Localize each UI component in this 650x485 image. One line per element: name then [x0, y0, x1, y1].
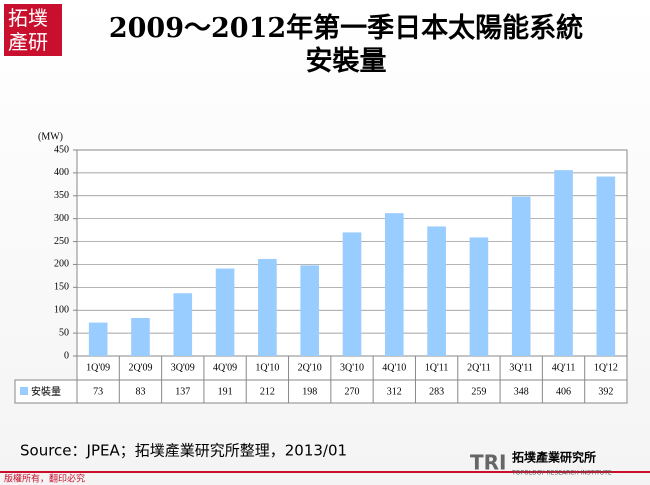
bar — [173, 293, 193, 356]
bar — [554, 170, 573, 356]
table-legend-cell — [14, 379, 78, 404]
footer-name: 拓墣產業研究所 — [512, 450, 596, 465]
x-tick-label: 1Q'11 — [425, 362, 449, 373]
x-tick-label: 2Q'09 — [128, 362, 152, 373]
y-tick-label: 300 — [54, 213, 69, 224]
table-value: 137 — [175, 386, 190, 397]
bar — [88, 322, 108, 356]
x-tick-label: 2Q'11 — [467, 362, 491, 373]
table-value: 259 — [471, 386, 486, 397]
bar — [385, 213, 404, 356]
table-value: 270 — [345, 386, 360, 397]
bar — [511, 196, 531, 356]
table-value: 198 — [302, 386, 317, 397]
table-value: 348 — [514, 386, 529, 397]
logo: 拓墣產研 — [4, 4, 62, 56]
source: Source：JPEA；拓墣產業研究所整理，2013/01 — [20, 442, 347, 460]
y-tick-label: 450 — [54, 144, 69, 155]
bar — [342, 232, 362, 356]
table-value: 392 — [598, 386, 613, 397]
table-value: 73 — [93, 386, 103, 397]
table-value: 212 — [260, 386, 275, 397]
bar — [258, 258, 277, 356]
table-value: 83 — [135, 386, 145, 397]
x-tick-label: 1Q'09 — [86, 362, 110, 373]
x-tick-label: 1Q'10 — [255, 362, 279, 373]
y-tick-label: 200 — [54, 259, 69, 270]
y-tick-label: 350 — [54, 190, 69, 201]
legend-label: 安裝量 — [31, 385, 61, 398]
x-tick-label: 1Q'12 — [594, 362, 618, 373]
y-tick-label: 100 — [54, 305, 69, 316]
y-tick-label: 400 — [54, 167, 69, 178]
bar — [469, 237, 489, 356]
bar — [596, 176, 616, 356]
x-tick-label: 3Q'11 — [509, 362, 533, 373]
footer-subtitle: TOPOLOGY RESEARCH INSTITUTE — [511, 470, 612, 477]
y-tick-label: 50 — [59, 327, 69, 338]
x-tick-label: 4Q'11 — [552, 362, 576, 373]
x-tick-label: 4Q'09 — [213, 362, 237, 373]
copyright: 版權所有，翻印必究 — [4, 473, 85, 485]
x-tick-label: 2Q'10 — [298, 362, 322, 373]
table-value: 312 — [387, 386, 402, 397]
x-tick-label: 3Q'10 — [340, 362, 364, 373]
y-tick-label: 150 — [54, 282, 69, 293]
bar — [427, 226, 446, 356]
y-tick-label: 250 — [54, 236, 69, 247]
x-tick-label: 4Q'10 — [382, 362, 406, 373]
legend-swatch — [20, 387, 28, 395]
bar — [131, 318, 150, 356]
table-value: 191 — [218, 386, 233, 397]
bar — [300, 265, 319, 356]
table-value: 406 — [556, 386, 571, 397]
y-tick-label: 0 — [64, 350, 69, 361]
chart-title: 2009～2012年第一季日本太陽能系統安裝量 — [108, 13, 584, 77]
y-unit: (MW) — [38, 131, 63, 142]
x-tick-label: 3Q'09 — [171, 362, 195, 373]
footer-mark: TRI — [470, 451, 506, 475]
bar — [215, 268, 235, 356]
table-value: 283 — [429, 386, 444, 397]
